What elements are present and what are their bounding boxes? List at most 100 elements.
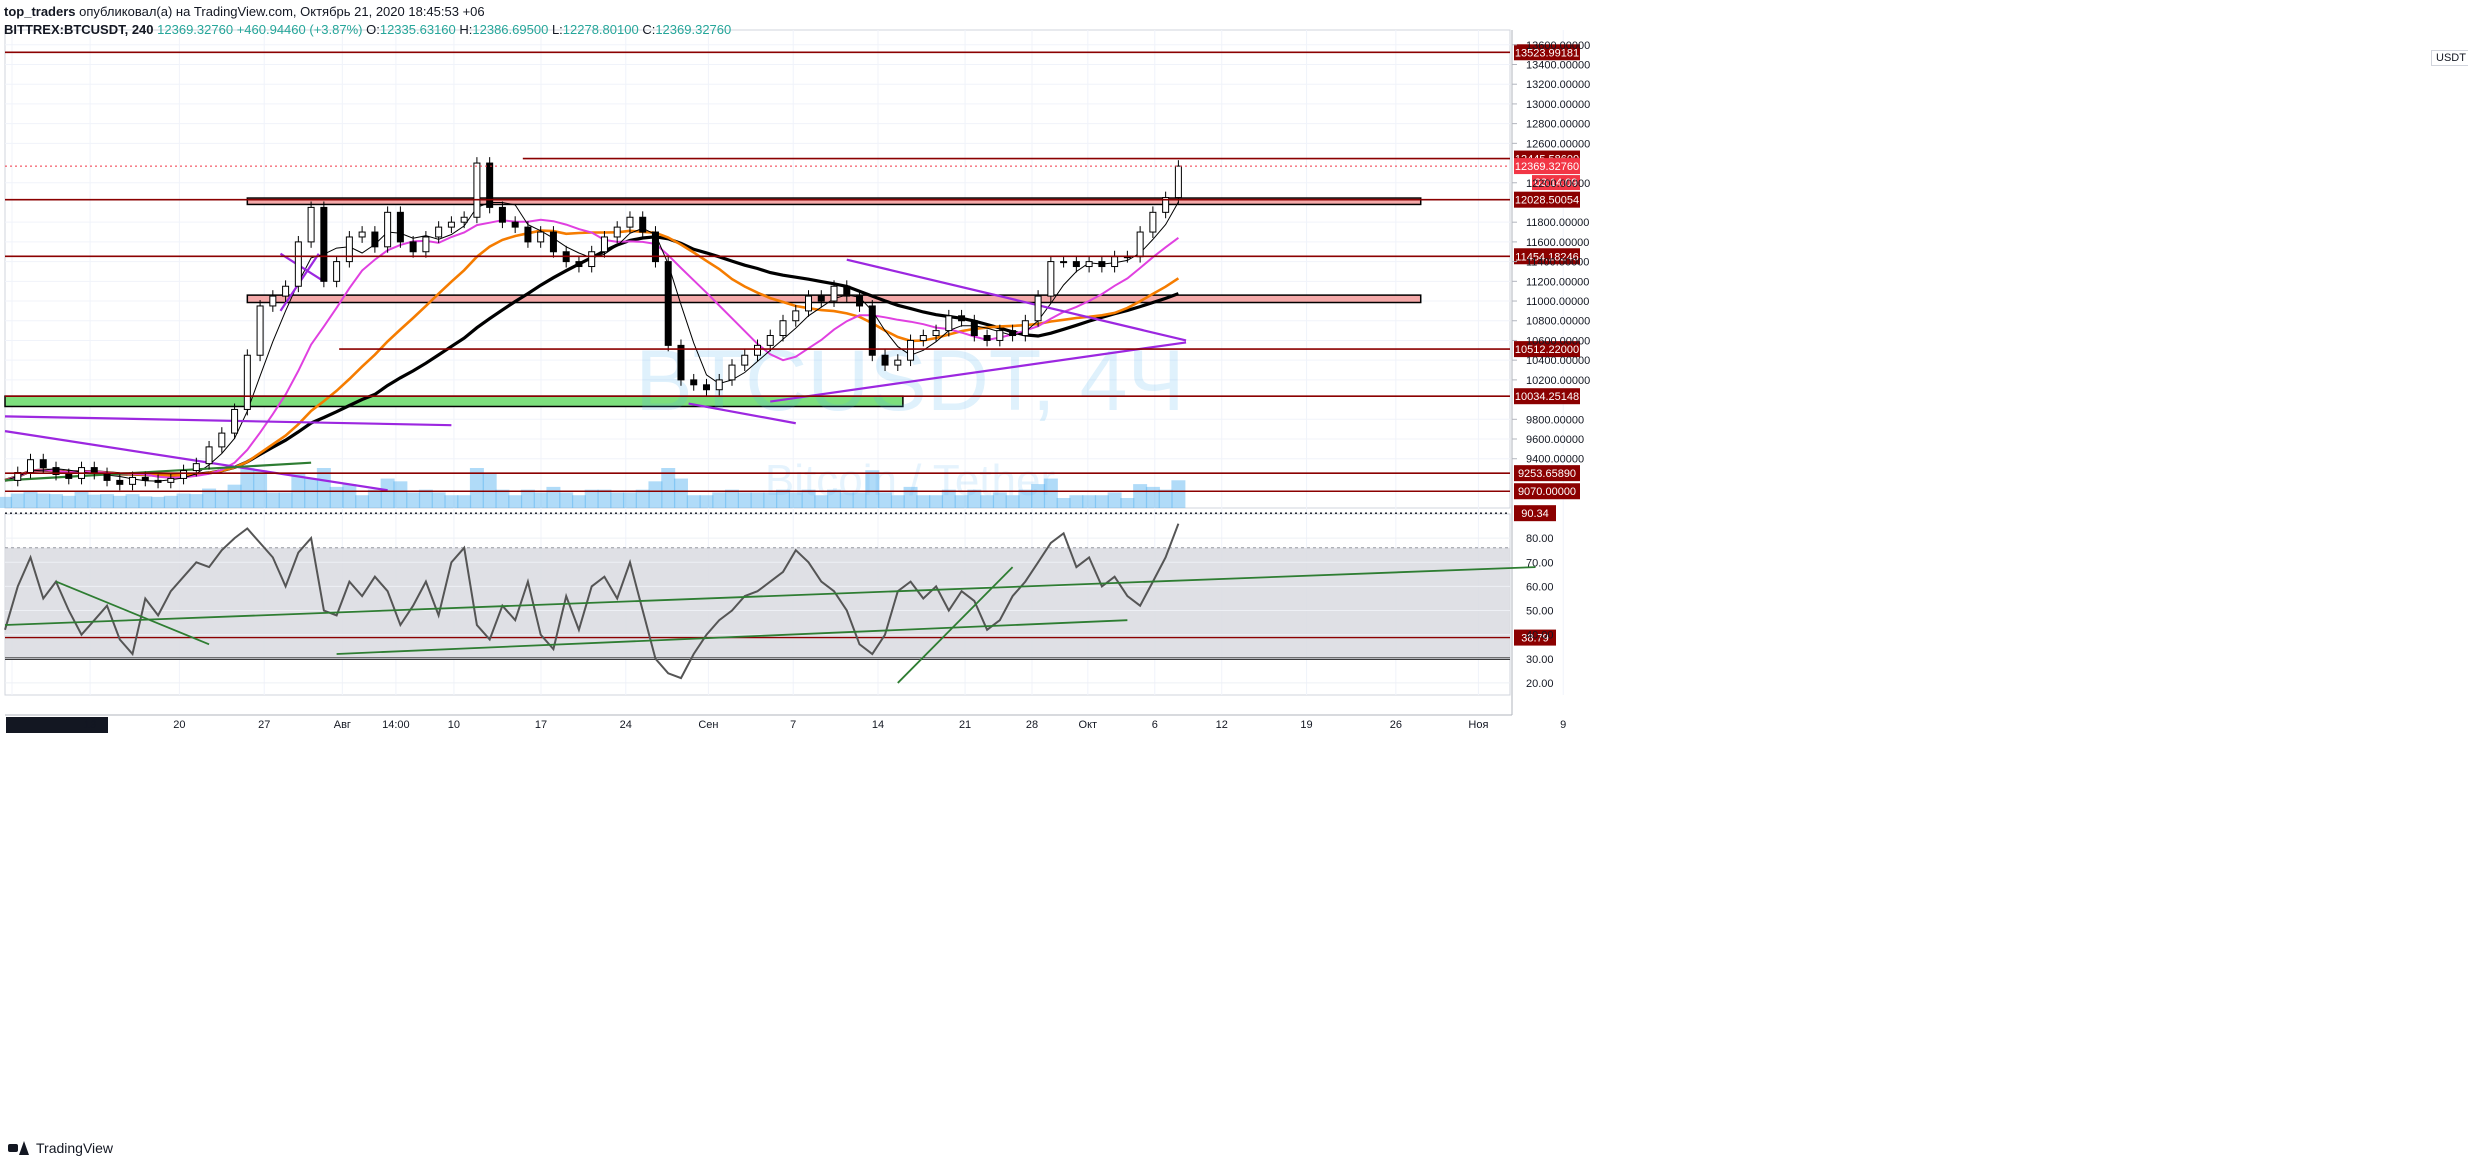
current-price-tag — [1514, 158, 1580, 175]
volume-bar — [648, 481, 663, 508]
price-tick-label: 11400.00000 — [1526, 257, 1589, 269]
volume-bar — [393, 481, 408, 508]
candle-body — [677, 344, 685, 381]
price-levels: 13523.9918112445.5860012028.5005411454.1… — [5, 44, 1580, 500]
time-tick-label: 26 — [1390, 719, 1402, 731]
candle-body — [409, 241, 417, 253]
candle-body — [422, 236, 430, 253]
candle-body — [754, 344, 761, 356]
candle-body — [447, 221, 455, 228]
candle-body — [907, 339, 915, 361]
rsi-trendline — [336, 619, 1128, 655]
candle-body — [1060, 261, 1068, 264]
price-tick-label: 13600.00000 — [1526, 40, 1590, 52]
volume-bar — [1082, 495, 1097, 508]
volume-bar — [227, 484, 242, 508]
price-tick-label: 10400.00000 — [1526, 355, 1590, 367]
volume-bar — [304, 478, 319, 508]
volume-bar — [1056, 498, 1071, 508]
volume-bar — [10, 493, 25, 508]
time-tick-label: 14 — [872, 719, 884, 731]
volume-bar — [878, 492, 893, 508]
volume-bar — [827, 489, 842, 508]
volume-bar — [367, 489, 382, 508]
candle-body — [830, 285, 838, 302]
publisher-name[interactable]: top_traders — [4, 4, 76, 19]
currency-tag: USDT — [2431, 50, 2468, 66]
candle-body — [473, 162, 481, 218]
volume-bar — [546, 486, 561, 508]
candle-body — [1034, 295, 1042, 322]
high-value: 12386.69500 — [472, 22, 549, 37]
trendline — [846, 258, 1187, 342]
candle-body — [167, 477, 175, 483]
price-level-tag — [1514, 44, 1580, 61]
candle-body — [664, 261, 672, 346]
price-pane-frame — [4, 29, 1511, 509]
publish-text: опубликовал(а) на TradingView.com, Октяб… — [75, 4, 485, 19]
price-level-label: 12028.50054 — [1515, 195, 1579, 207]
candle-body — [932, 330, 940, 337]
rsi-tick-label: 60.00 — [1526, 581, 1554, 593]
volume-bar — [74, 491, 89, 508]
candle-body — [511, 221, 519, 228]
publish-header: top_traders опубликовал(а) на TradingVie… — [4, 4, 485, 19]
volume-bar — [469, 468, 484, 508]
rsi-pane: 90.34 38.79 — [4, 505, 1556, 684]
price-tick-label: 11600.00000 — [1526, 237, 1589, 249]
candle-body — [1111, 256, 1119, 268]
candle-body — [39, 459, 47, 469]
candle-body — [307, 206, 315, 243]
watermark-name: Bitcoin / Tether — [765, 456, 1055, 505]
trendline — [688, 402, 796, 425]
price-level-label: 13523.99181 — [1515, 47, 1579, 59]
candle-body — [843, 285, 851, 297]
candle-body — [970, 320, 978, 337]
candle-body — [320, 206, 328, 282]
volume-bar — [253, 470, 268, 508]
candle-body — [52, 467, 60, 475]
last-price: 12369.32760 — [157, 22, 234, 37]
open-value: 12335.63160 — [379, 22, 456, 37]
candle-body — [945, 315, 953, 332]
price-level-label: 9070.00000 — [1518, 486, 1576, 498]
volume-bar — [610, 492, 625, 508]
volume-bar — [954, 495, 969, 508]
symbol-label[interactable]: BITTREX:BTCUSDT, 240 — [4, 22, 154, 37]
volume-bar — [929, 495, 944, 508]
rsi-trendline — [897, 566, 1014, 684]
candle-body — [435, 226, 443, 238]
candle-body — [65, 473, 73, 479]
time-tick-label: 27 — [258, 719, 270, 731]
price-tick-label: 12800.00000 — [1526, 119, 1590, 131]
volume-bar — [839, 492, 854, 508]
trendline — [4, 415, 452, 427]
time-tick-label: 28 — [1026, 719, 1038, 731]
rsi-level-tag — [1514, 505, 1556, 522]
candle-body — [358, 231, 366, 238]
candle-body — [1136, 231, 1144, 258]
volume-bar — [1005, 495, 1020, 508]
candle-body — [231, 408, 239, 434]
candle-body — [486, 162, 494, 208]
rsi-band — [5, 547, 1510, 659]
time-tick-label: 10 — [448, 719, 460, 731]
close-label: C: — [642, 22, 656, 37]
volume-bar — [418, 489, 433, 508]
volume-bar — [788, 492, 803, 508]
volume-bar — [1107, 492, 1122, 508]
countdown-tag — [1532, 175, 1580, 191]
candle-body — [958, 315, 966, 322]
volume-bar — [941, 489, 956, 508]
trendline — [770, 341, 1187, 403]
volume-bar — [635, 489, 650, 508]
volume-bar — [125, 494, 140, 508]
volume-bar — [61, 495, 76, 508]
tradingview-brand[interactable]: TradingView — [8, 1140, 113, 1156]
candle-body — [256, 305, 264, 356]
price-level-tag — [1514, 191, 1580, 208]
low-label: L: — [551, 22, 563, 37]
time-tick-label: Ноя — [1468, 719, 1488, 731]
volume-bar — [967, 489, 982, 508]
